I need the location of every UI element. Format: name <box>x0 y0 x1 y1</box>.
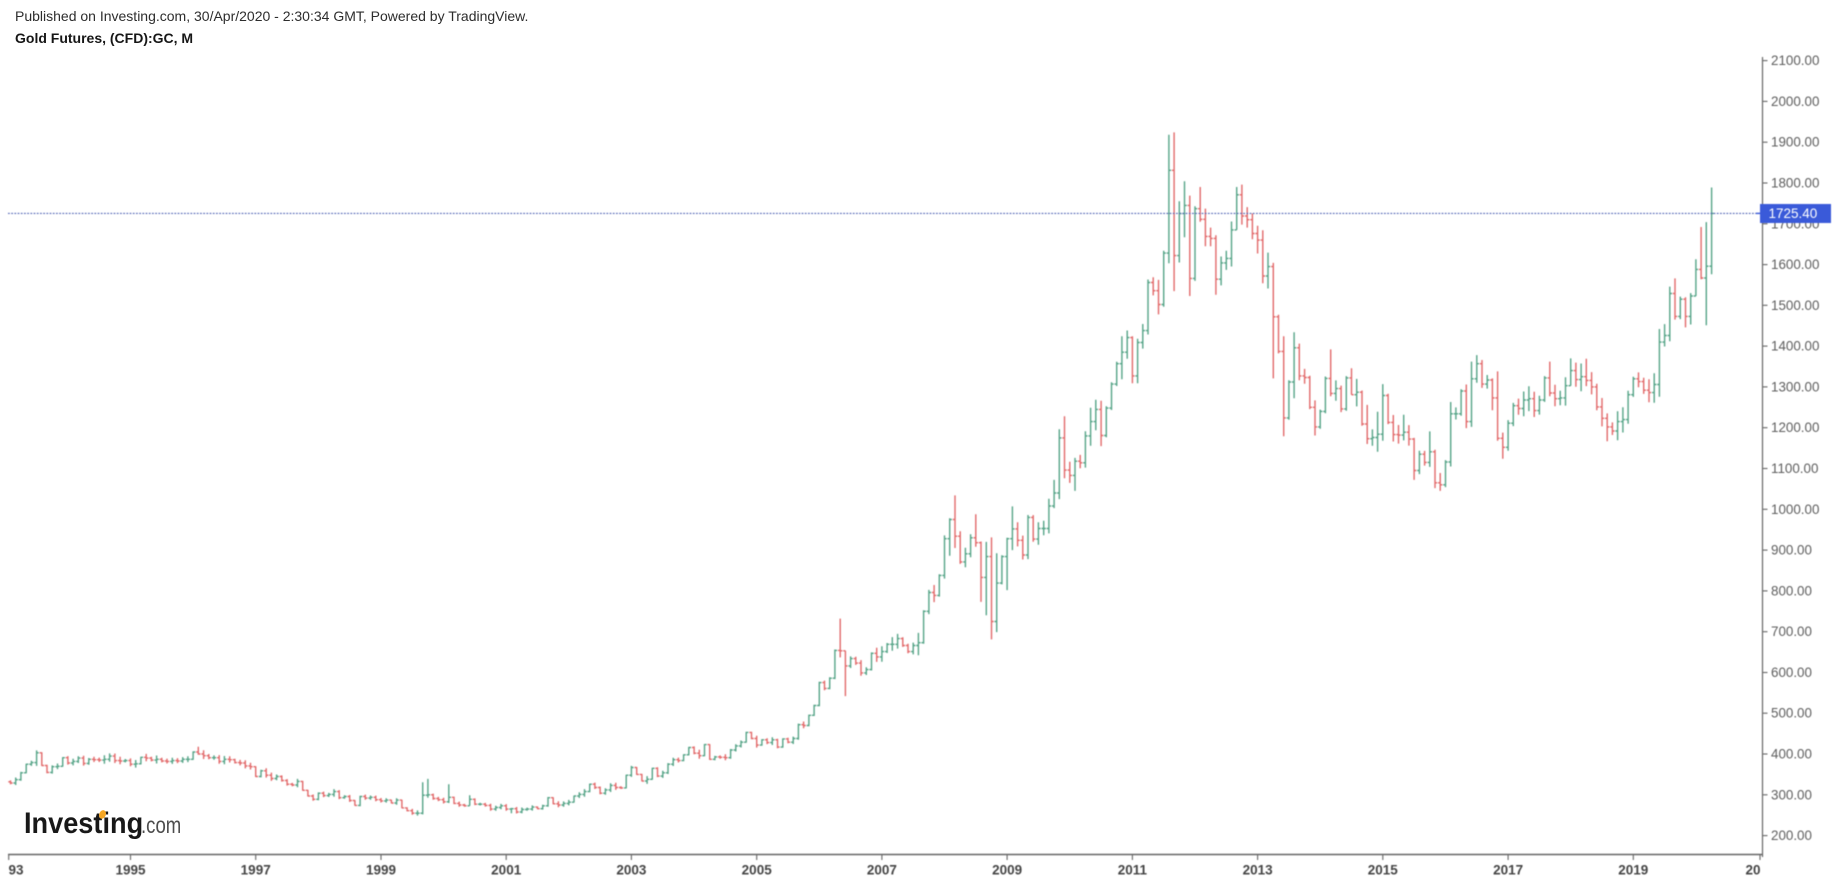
svg-text:1900.00: 1900.00 <box>1771 135 1819 150</box>
svg-text:20: 20 <box>1745 863 1760 878</box>
svg-text:2001: 2001 <box>491 863 522 878</box>
svg-text:1500.00: 1500.00 <box>1771 298 1819 313</box>
svg-text:1999: 1999 <box>366 863 396 878</box>
svg-text:1995: 1995 <box>115 863 146 878</box>
svg-text:1100.00: 1100.00 <box>1771 461 1818 476</box>
svg-text:900.00: 900.00 <box>1771 543 1812 558</box>
svg-text:2019: 2019 <box>1618 863 1648 878</box>
svg-text:300.00: 300.00 <box>1771 787 1812 802</box>
svg-text:2000.00: 2000.00 <box>1771 94 1819 109</box>
svg-text:2011: 2011 <box>1118 863 1148 878</box>
svg-text:1200.00: 1200.00 <box>1771 420 1819 435</box>
svg-text:700.00: 700.00 <box>1771 624 1812 639</box>
svg-text:2007: 2007 <box>867 863 897 878</box>
svg-text:2013: 2013 <box>1243 863 1274 878</box>
svg-text:2003: 2003 <box>616 863 647 878</box>
svg-text:400.00: 400.00 <box>1771 747 1812 762</box>
svg-text:2009: 2009 <box>992 863 1022 878</box>
svg-text:2005: 2005 <box>742 863 773 878</box>
svg-text:1400.00: 1400.00 <box>1771 339 1819 354</box>
svg-text:2100.00: 2100.00 <box>1771 53 1819 68</box>
svg-text:1600.00: 1600.00 <box>1771 257 1819 272</box>
svg-text:1800.00: 1800.00 <box>1771 176 1819 191</box>
svg-text:200.00: 200.00 <box>1771 828 1812 843</box>
svg-text:1725.40: 1725.40 <box>1769 206 1818 221</box>
svg-text:500.00: 500.00 <box>1771 706 1812 721</box>
svg-text:1000.00: 1000.00 <box>1771 502 1819 517</box>
svg-text:2017: 2017 <box>1493 863 1523 878</box>
svg-text:2015: 2015 <box>1368 863 1399 878</box>
svg-text:800.00: 800.00 <box>1771 583 1812 598</box>
svg-text:1300.00: 1300.00 <box>1771 379 1819 394</box>
svg-text:93: 93 <box>8 863 24 878</box>
svg-text:1997: 1997 <box>241 863 271 878</box>
svg-text:600.00: 600.00 <box>1771 665 1812 680</box>
